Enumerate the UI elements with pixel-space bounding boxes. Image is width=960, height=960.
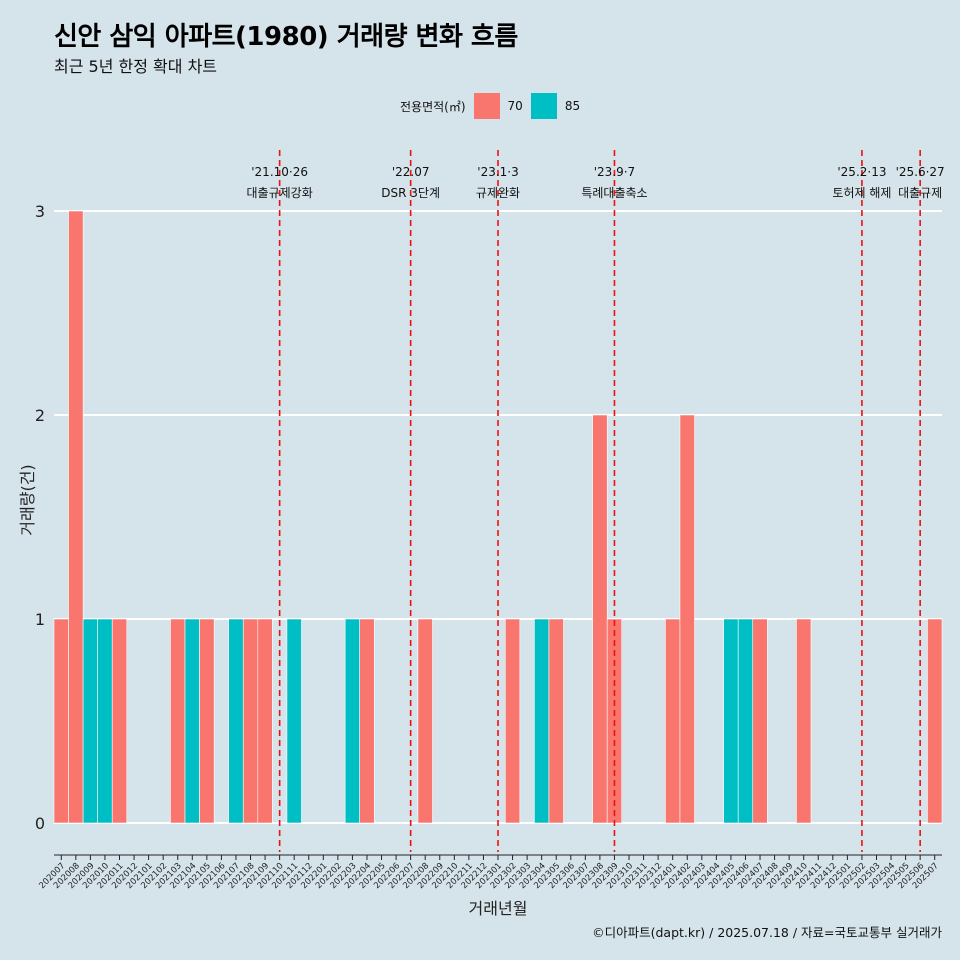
bar-85-202203 [344, 618, 361, 824]
bar-70-202011 [111, 618, 128, 824]
x-axis-title: 거래년월 [469, 899, 528, 918]
legend-title: 전용면적(㎡) [400, 99, 466, 114]
event-label-202207: DSR 3단계 [381, 186, 440, 200]
legend-item-70: 70 [473, 93, 523, 119]
bar-70-202305 [548, 618, 564, 824]
event-date-202110: '21.10·26 [251, 165, 308, 179]
event-label-202506: 대출규제 [898, 186, 942, 200]
event-date-202309: '23.9·7 [594, 165, 635, 179]
bar-85-202010 [97, 618, 113, 824]
bar-70-202402 [679, 414, 695, 824]
bar-85-202104 [184, 618, 200, 824]
bar-70-202109 [257, 618, 273, 824]
chart-subtitle: 최근 5년 한정 확대 차트 [54, 57, 218, 76]
bar-85-202405 [723, 618, 739, 824]
legend-label-85: 85 [564, 99, 581, 113]
legend-item-85: 85 [530, 93, 581, 119]
bar-70-202302 [504, 618, 521, 824]
bar-70-202410 [796, 618, 812, 824]
y-tick-label: 1 [35, 610, 45, 629]
legend-key-85 [530, 93, 557, 119]
event-label-202110: 대출규제강화 [247, 186, 313, 200]
event-date-202301: '23.1·3 [477, 165, 518, 179]
bar-70-202007 [53, 618, 69, 824]
bar-70-202103 [170, 618, 186, 824]
event-date-202502: '25.2·13 [837, 165, 886, 179]
legend-label-70: 70 [507, 99, 523, 113]
y-tick-label: 0 [35, 814, 45, 833]
bar-85-202107 [228, 618, 244, 824]
bar-70-202507 [927, 618, 943, 824]
bar-85-202009 [82, 618, 98, 824]
bar-70-202108 [242, 618, 259, 824]
event-label-202301: 규제완화 [476, 186, 520, 200]
bar-85-202406 [737, 618, 754, 824]
event-date-202207: '22.07 [392, 165, 430, 179]
chart-title: 신안 삼익 아파트(1980) 거래량 변화 흐름 [54, 22, 518, 52]
bar-70-202401 [665, 618, 681, 824]
y-tick-label: 2 [35, 406, 45, 425]
bar-70-202105 [199, 618, 215, 824]
bar-85-202304 [534, 618, 550, 824]
event-label-202309: 특례대출축소 [581, 186, 647, 200]
bar-85-202111 [286, 618, 302, 824]
legend: 전용면적(㎡) 70 85 [400, 93, 588, 119]
event-label-202502: 토허제 해제 [832, 186, 891, 200]
y-tick-label: 3 [35, 202, 45, 221]
bar-70-202008 [68, 210, 84, 824]
caption: ©디아파트(dapt.kr) / 2025.07.18 / 자료=국토교통부 실… [592, 925, 942, 940]
bar-70-202208 [417, 618, 433, 824]
bar-70-202308 [592, 414, 608, 824]
event-date-202506: '25.6·27 [896, 165, 945, 179]
y-axis-title: 거래량(건) [18, 464, 37, 535]
legend-key-70 [473, 93, 500, 119]
bar-70-202204 [359, 618, 375, 824]
bar-70-202407 [752, 618, 768, 824]
